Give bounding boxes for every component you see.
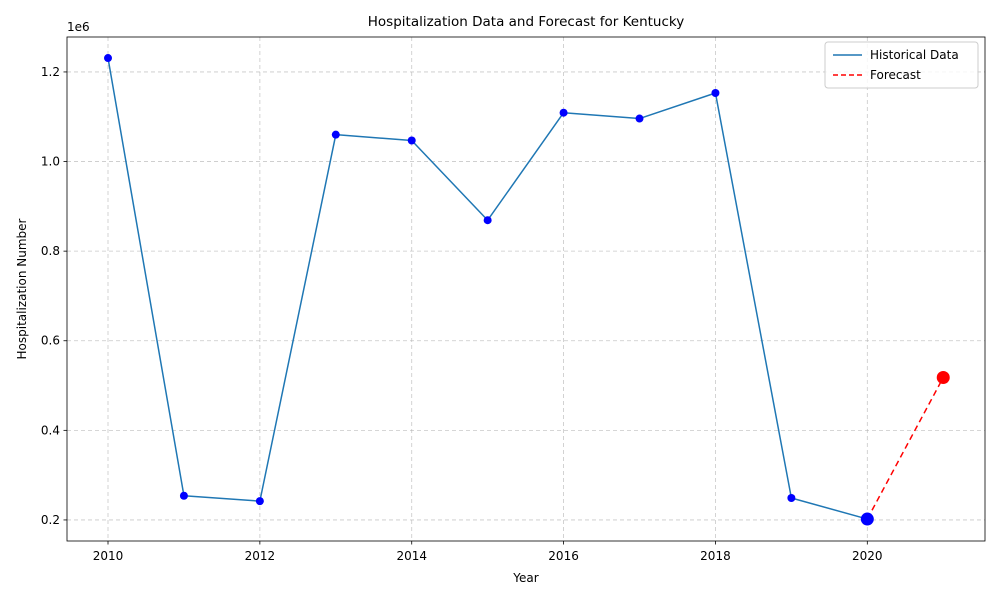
x-tick-label: 2016: [548, 549, 579, 563]
axes-frame: [66, 36, 986, 542]
data-point: [787, 493, 796, 502]
y-tick-label: 0.4: [41, 423, 60, 437]
x-axis-ticks: 2010 2012 2014 2016 2018 2020: [93, 541, 883, 563]
y-axis-offset-label: 1e6: [67, 20, 90, 34]
legend-label-forecast: Forecast: [870, 68, 921, 82]
x-tick-label: 2018: [700, 549, 731, 563]
data-point: [407, 136, 416, 145]
data-point: [179, 491, 188, 500]
highlight-point: [860, 512, 874, 526]
legend-box: [824, 41, 979, 89]
y-tick-label: 0.8: [41, 244, 60, 258]
y-tick-label: 1.0: [41, 155, 60, 169]
data-point: [255, 497, 264, 506]
y-tick-label: 1.2: [41, 65, 60, 79]
x-tick-label: 2014: [396, 549, 427, 563]
forecast-line: [866, 377, 944, 520]
data-point: [635, 114, 644, 123]
legend: Historical Data Forecast: [824, 41, 979, 89]
data-point: [559, 108, 568, 117]
x-tick-label: 2012: [245, 549, 276, 563]
y-axis-ticks: 0.2 0.4 0.6 0.8 1.0 1.2: [41, 65, 67, 527]
data-point: [104, 54, 113, 63]
x-axis-label: Year: [512, 571, 538, 585]
x-tick-label: 2020: [852, 549, 883, 563]
data-point: [483, 216, 492, 225]
highlight-point: [936, 370, 950, 384]
data-point: [331, 130, 340, 139]
legend-label-historical-data: Historical Data: [870, 48, 959, 62]
chart-title: Hospitalization Data and Forecast for Ke…: [368, 14, 684, 30]
plot-area: [104, 54, 950, 526]
x-tick-label: 2010: [93, 549, 124, 563]
data-point: [711, 89, 720, 97]
y-tick-label: 0.6: [41, 334, 60, 348]
y-tick-label: 0.2: [41, 513, 60, 527]
y-axis-label: Hospitalization Number: [15, 218, 29, 359]
